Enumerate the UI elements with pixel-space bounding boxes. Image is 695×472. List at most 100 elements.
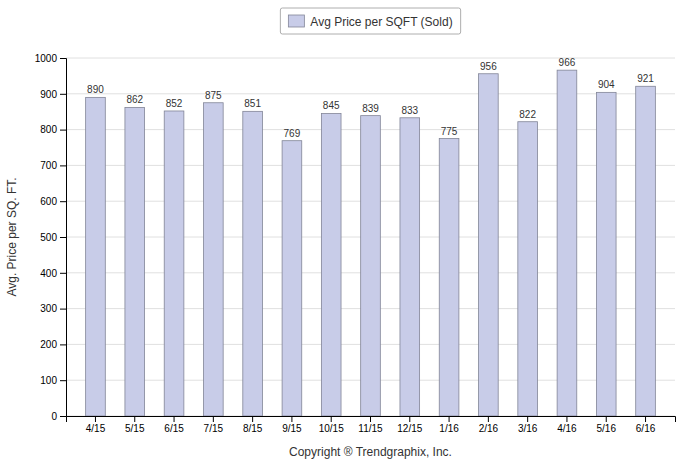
- legend: Avg Price per SQFT (Sold): [280, 8, 460, 34]
- data-label: 822: [519, 109, 536, 120]
- y-tick-label: 700: [40, 160, 57, 171]
- data-label: 845: [323, 100, 340, 111]
- y-tick-label: 600: [40, 196, 57, 207]
- x-tick: 5/16: [597, 416, 617, 434]
- bar: [361, 116, 381, 416]
- bar: [243, 111, 263, 416]
- y-tick-label: 400: [40, 268, 57, 279]
- y-tick-mark: [60, 94, 66, 95]
- y-tick: 200: [40, 339, 66, 350]
- y-tick-mark: [60, 416, 66, 417]
- x-tick-mark: [213, 416, 214, 422]
- bar: [518, 122, 538, 416]
- x-tick: 9/15: [282, 416, 302, 434]
- y-tick-label: 100: [40, 375, 57, 386]
- y-tick-mark: [60, 273, 66, 274]
- x-tick: 7/15: [204, 416, 224, 434]
- x-tick-label: 10/15: [319, 423, 344, 434]
- y-tick: 1000: [35, 53, 66, 64]
- x-tick-mark: [95, 416, 96, 422]
- x-tick: 2/16: [479, 416, 499, 434]
- x-tick-label: 2/16: [479, 423, 499, 434]
- x-tick-mark: [252, 416, 253, 422]
- y-tick: 600: [40, 196, 66, 207]
- x-tick-mark: [488, 416, 489, 422]
- bar: [204, 103, 224, 416]
- bar: [557, 70, 577, 416]
- y-tick-mark: [60, 165, 66, 166]
- data-label: 775: [441, 126, 458, 137]
- y-tick-mark: [60, 58, 66, 59]
- x-tick: 6/15: [164, 416, 184, 434]
- bar: [596, 92, 616, 416]
- x-tick-label: 9/15: [282, 423, 302, 434]
- x-tick-label: 6/15: [164, 423, 184, 434]
- x-tick: 10/15: [319, 416, 344, 434]
- grid-line: [66, 93, 675, 94]
- x-tick-mark: [331, 416, 332, 422]
- x-tick-label: 5/16: [597, 423, 617, 434]
- x-tick-mark: [527, 416, 528, 422]
- grid-line: [66, 58, 675, 59]
- y-axis-title: Avg. Price per SQ. FT.: [5, 177, 19, 296]
- y-tick-mark: [60, 344, 66, 345]
- legend-box: [280, 8, 460, 34]
- y-axis: 01002003004005006007008009001000: [35, 53, 67, 422]
- x-tick-label: 7/15: [204, 423, 224, 434]
- y-tick-mark: [60, 237, 66, 238]
- x-tick-label: 1/16: [439, 423, 459, 434]
- y-tick: 100: [40, 375, 66, 386]
- x-tick: 4/15: [86, 416, 106, 434]
- x-tick-mark: [174, 416, 175, 422]
- y-tick-label: 300: [40, 303, 57, 314]
- bar: [164, 111, 184, 416]
- bar: [400, 118, 420, 416]
- y-tick: 400: [40, 268, 66, 279]
- data-label: 966: [559, 57, 576, 68]
- bar: [125, 107, 145, 416]
- bar: [282, 141, 302, 416]
- y-tick-label: 900: [40, 89, 57, 100]
- data-label: 833: [401, 105, 418, 116]
- data-label: 875: [205, 90, 222, 101]
- y-tick-mark: [60, 201, 66, 202]
- bar: [86, 97, 106, 416]
- x-tick-label: 12/15: [397, 423, 422, 434]
- data-label: 956: [480, 61, 497, 72]
- x-tick-label: 11/15: [358, 423, 383, 434]
- data-label: 904: [598, 79, 615, 90]
- legend-label: Avg Price per SQFT (Sold): [310, 15, 452, 29]
- x-tick: 6/16: [636, 416, 656, 434]
- x-tick: 4/16: [557, 416, 577, 434]
- data-label: 921: [637, 73, 654, 84]
- x-tick: 8/15: [243, 416, 263, 434]
- x-tick-label: 6/16: [636, 423, 656, 434]
- bar: [321, 113, 341, 416]
- chart-container: 8908628528758517698458398337759568229669…: [0, 0, 695, 472]
- data-labels: 8908628528758517698458398337759568229669…: [87, 57, 654, 139]
- y-tick-mark: [60, 130, 66, 131]
- data-label: 890: [87, 84, 104, 95]
- y-tick-label: 0: [51, 411, 57, 422]
- x-tick-mark: [449, 416, 450, 422]
- x-axis-title: Copyright ® Trendgraphix, Inc.: [289, 445, 452, 459]
- bar: [439, 139, 459, 416]
- y-tick-label: 1000: [35, 53, 58, 64]
- x-tick: 12/15: [397, 416, 422, 434]
- plot-area: 8908628528758517698458398337759568229669…: [35, 53, 676, 434]
- x-tick-label: 4/16: [557, 423, 577, 434]
- data-label: 862: [126, 94, 143, 105]
- x-tick: 11/15: [358, 416, 383, 434]
- chart-svg: 8908628528758517698458398337759568229669…: [0, 0, 695, 472]
- y-tick-mark: [60, 309, 66, 310]
- y-tick-label: 500: [40, 232, 57, 243]
- bar: [479, 74, 499, 416]
- y-axis-line: [60, 59, 67, 417]
- x-tick-mark: [566, 416, 567, 422]
- x-tick: 5/15: [125, 416, 145, 434]
- y-tick: 900: [40, 89, 66, 100]
- x-tick-label: 5/15: [125, 423, 145, 434]
- y-tick-label: 200: [40, 339, 57, 350]
- x-axis-line: [67, 417, 676, 423]
- y-tick-mark: [60, 380, 66, 381]
